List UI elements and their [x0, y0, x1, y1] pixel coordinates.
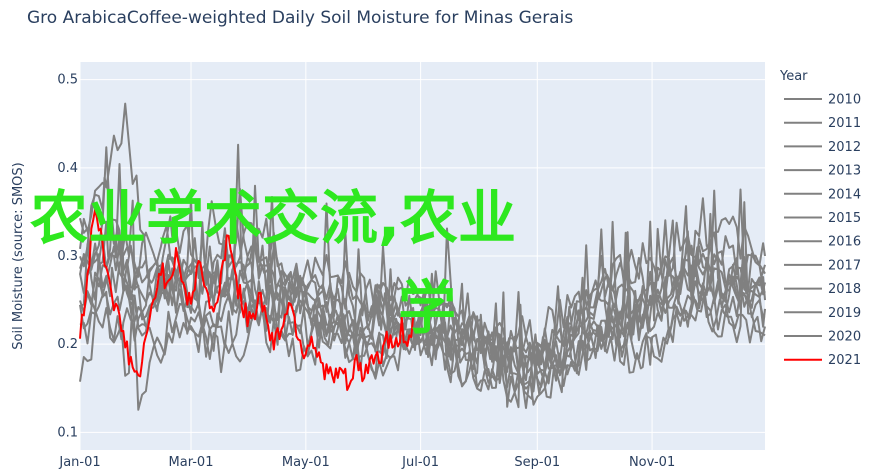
- legend-label: 2017: [828, 258, 861, 273]
- legend-item-2012[interactable]: 2012: [784, 140, 861, 155]
- watermark-line-2: 学: [398, 274, 456, 342]
- legend-label: 2011: [828, 116, 861, 131]
- legend-label: 2013: [828, 164, 861, 179]
- legend-label: 2015: [828, 211, 861, 226]
- series-line-2021: [79, 208, 415, 391]
- x-tick-label: May-01: [282, 455, 330, 470]
- chart-title: Gro ArabicaCoffee-weighted Daily Soil Mo…: [27, 8, 573, 28]
- legend-item-2019[interactable]: 2019: [784, 306, 861, 321]
- series-line-2019: [79, 244, 766, 390]
- legend-item-2018[interactable]: 2018: [784, 282, 861, 297]
- legend-item-2011[interactable]: 2011: [784, 116, 861, 131]
- x-tick-label: Jan-01: [58, 455, 100, 470]
- series-line-2018: [79, 184, 766, 376]
- legend-label: 2021: [828, 353, 861, 368]
- series-lines: [79, 102, 766, 411]
- legend-item-2014[interactable]: 2014: [784, 187, 861, 202]
- legend-item-2020[interactable]: 2020: [784, 330, 861, 345]
- legend-label: 2018: [828, 282, 861, 297]
- legend-item-2013[interactable]: 2013: [784, 164, 861, 179]
- x-axis-ticks: Jan-01 Mar-01 May-01 Jul-01 Sep-01 Nov-0…: [58, 455, 675, 470]
- legend[interactable]: Year 2010 2011 2012 2013 2014 2015 2016 2017 201…: [779, 69, 861, 368]
- legend-label: 2014: [828, 187, 861, 202]
- y-axis-title: Soil Moisture (source: SMOS): [11, 162, 26, 349]
- watermark-line-1: 农业学术交流,农业: [30, 184, 516, 252]
- legend-label: 2016: [828, 235, 861, 250]
- y-tick-label: 0.2: [57, 337, 78, 352]
- legend-label: 2012: [828, 140, 861, 155]
- x-tick-label: Sep-01: [514, 455, 560, 470]
- legend-label: 2020: [828, 330, 861, 345]
- legend-item-2017[interactable]: 2017: [784, 258, 861, 273]
- legend-item-2016[interactable]: 2016: [784, 235, 861, 250]
- legend-item-2015[interactable]: 2015: [784, 211, 861, 226]
- y-tick-label: 0.5: [57, 73, 78, 88]
- y-tick-label: 0.4: [57, 161, 78, 176]
- y-axis-ticks: 0.1 0.2 0.3 0.4 0.5: [57, 73, 78, 441]
- x-tick-label: Nov-01: [629, 455, 675, 470]
- x-tick-label: Mar-01: [169, 455, 214, 470]
- legend-label: 2019: [828, 306, 861, 321]
- x-tick-label: Jul-01: [401, 455, 439, 470]
- y-tick-label: 0.3: [57, 249, 78, 264]
- legend-title: Year: [779, 69, 808, 84]
- watermark: 农业学术交流,农业 学: [30, 184, 516, 342]
- legend-label: 2010: [828, 93, 861, 108]
- legend-item-2021[interactable]: 2021: [784, 353, 861, 368]
- y-tick-label: 0.1: [57, 425, 78, 440]
- legend-item-2010[interactable]: 2010: [784, 93, 861, 108]
